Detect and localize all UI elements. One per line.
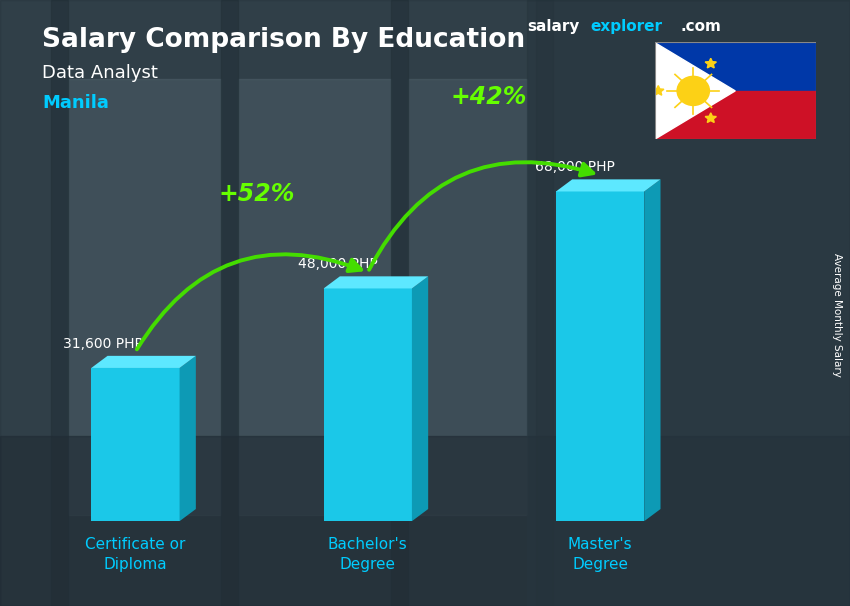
Bar	[408, 79, 527, 515]
Text: +52%: +52%	[218, 182, 294, 206]
Polygon shape	[324, 288, 412, 521]
Text: Salary Comparison By Education: Salary Comparison By Education	[42, 27, 525, 53]
Text: .com: .com	[680, 19, 721, 35]
Polygon shape	[324, 276, 428, 288]
Text: 31,600 PHP: 31,600 PHP	[63, 337, 143, 351]
Bar	[51, 0, 68, 606]
Polygon shape	[556, 191, 644, 521]
Polygon shape	[644, 179, 660, 521]
Polygon shape	[706, 58, 717, 68]
Text: 48,000 PHP: 48,000 PHP	[298, 258, 377, 271]
Polygon shape	[91, 356, 196, 368]
Polygon shape	[91, 368, 179, 521]
Polygon shape	[179, 356, 196, 521]
Text: Manila: Manila	[42, 94, 110, 112]
Text: Average Monthly Salary: Average Monthly Salary	[832, 253, 842, 377]
Polygon shape	[556, 179, 660, 191]
Bar	[391, 0, 408, 606]
Bar	[536, 0, 552, 606]
Circle shape	[677, 76, 710, 105]
Polygon shape	[706, 113, 717, 122]
Bar	[238, 79, 391, 515]
Bar	[654, 42, 816, 91]
Bar	[527, 0, 850, 606]
Bar	[68, 79, 221, 515]
Polygon shape	[653, 85, 664, 95]
Text: Data Analyst: Data Analyst	[42, 64, 158, 82]
Bar	[221, 0, 238, 606]
Bar	[0, 436, 850, 606]
Text: +42%: +42%	[450, 85, 527, 109]
Polygon shape	[654, 42, 735, 139]
Text: salary: salary	[527, 19, 580, 35]
Polygon shape	[412, 276, 428, 521]
Bar	[654, 91, 816, 139]
Text: 68,000 PHP: 68,000 PHP	[535, 161, 615, 175]
Text: explorer: explorer	[591, 19, 663, 35]
